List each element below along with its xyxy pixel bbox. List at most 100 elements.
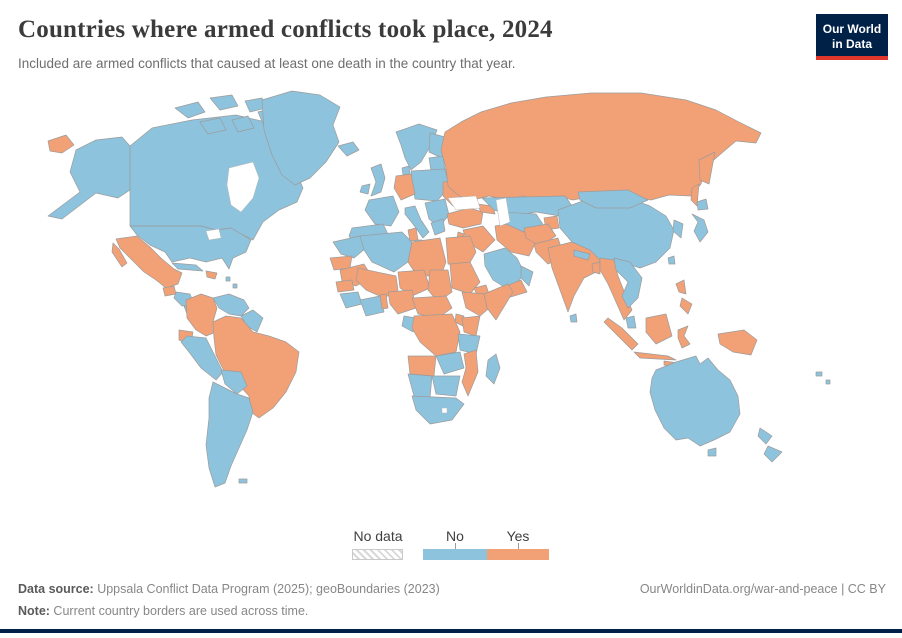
region-colombia[interactable] — [185, 293, 218, 337]
bottom-accent-bar — [0, 629, 902, 633]
region-morocco[interactable] — [332, 235, 367, 259]
region-peru[interactable] — [180, 335, 224, 381]
region-falklands[interactable] — [238, 478, 248, 484]
legend-label-no: No — [446, 528, 464, 544]
region-mongolia[interactable] — [577, 189, 649, 209]
region-hispaniola[interactable] — [205, 270, 218, 280]
region-egypt[interactable] — [445, 235, 477, 267]
region-arctic-island[interactable] — [174, 101, 206, 119]
region-senegal[interactable] — [335, 279, 355, 293]
owid-logo-line1: Our World — [822, 22, 882, 36]
region-nepal[interactable] — [573, 249, 591, 261]
region-sulawesi[interactable] — [677, 325, 691, 349]
owid-logo-line2: in Data — [831, 37, 872, 51]
owid-logo[interactable]: Our World in Data — [816, 14, 888, 60]
region-guatemala[interactable] — [162, 285, 177, 297]
region-java[interactable] — [633, 351, 677, 361]
region-cameroon-car[interactable] — [411, 295, 453, 319]
region-tasmania[interactable] — [707, 447, 717, 457]
region-zambia[interactable] — [435, 351, 465, 375]
legend-swatch-no[interactable] — [423, 549, 487, 560]
region-germany[interactable] — [393, 173, 416, 201]
region-denmark[interactable] — [401, 165, 411, 176]
region-russia[interactable] — [440, 92, 762, 201]
region-malaysia[interactable] — [625, 315, 637, 329]
region-baltics[interactable] — [428, 155, 446, 172]
region-zimbabwe-botswana[interactable] — [431, 375, 461, 397]
region-new-guinea[interactable] — [717, 329, 758, 356]
legend-tick-yes — [518, 543, 519, 550]
owid-url-link[interactable]: OurWorldinData.org/war-and-peace | CC BY — [639, 582, 886, 596]
legend-swatch-no-data[interactable] — [352, 549, 403, 560]
region-kenya[interactable] — [461, 315, 481, 337]
region-antilles[interactable] — [225, 276, 231, 282]
region-sri-lanka[interactable] — [569, 313, 578, 323]
region-guinea[interactable] — [339, 291, 363, 309]
caspian-sea — [495, 197, 511, 227]
region-iceland[interactable] — [337, 141, 360, 157]
region-france[interactable] — [364, 195, 400, 227]
region-namibia[interactable] — [407, 373, 433, 399]
region-madagascar[interactable] — [485, 353, 501, 385]
data-source-text: Uppsala Conflict Data Program (2025); ge… — [93, 582, 440, 596]
region-greece[interactable] — [430, 218, 446, 236]
region-drc[interactable] — [411, 313, 461, 357]
region-alaska[interactable] — [47, 136, 131, 220]
region-cuba[interactable] — [171, 262, 204, 272]
page-subtitle: Included are armed conflicts that caused… — [18, 56, 516, 71]
region-argentina-chile[interactable] — [205, 381, 254, 488]
region-antilles[interactable] — [232, 283, 238, 289]
region-tunisia[interactable] — [407, 227, 419, 242]
owid-logo-accent-bar — [816, 56, 888, 60]
region-japan[interactable] — [696, 198, 709, 211]
region-chukotka[interactable] — [47, 134, 75, 154]
note-label: Note: — [18, 604, 50, 618]
region-angola[interactable] — [407, 355, 437, 377]
region-bangladesh[interactable] — [591, 261, 601, 275]
region-benin[interactable] — [379, 293, 389, 310]
region-indochina[interactable] — [613, 257, 643, 309]
region-borneo[interactable] — [645, 313, 673, 345]
region-somalia[interactable] — [483, 283, 514, 321]
legend-swatch-yes[interactable] — [487, 549, 549, 560]
region-new-zealand[interactable] — [757, 427, 773, 445]
region-arctic-island[interactable] — [199, 117, 227, 135]
lesotho-gap — [441, 407, 448, 414]
region-philippines[interactable] — [675, 279, 687, 295]
region-sumatra[interactable] — [603, 317, 639, 351]
region-greenland[interactable] — [261, 90, 341, 186]
region-nigeria[interactable] — [387, 289, 417, 315]
region-uk[interactable] — [370, 163, 386, 197]
note-text: Current country borders are used across … — [49, 604, 309, 618]
region-turkey[interactable] — [446, 207, 484, 229]
region-ivory-ghana[interactable] — [359, 295, 385, 317]
region-algeria[interactable] — [359, 231, 413, 273]
region-oman[interactable] — [520, 265, 534, 287]
region-korea[interactable] — [672, 219, 684, 239]
hudson-bay — [226, 161, 260, 213]
region-arctic-island[interactable] — [231, 115, 255, 133]
region-bolivia[interactable] — [220, 369, 248, 395]
black-sea — [447, 195, 481, 211]
region-venezuela[interactable] — [212, 293, 250, 317]
region-south-africa[interactable] — [411, 395, 465, 425]
region-taiwan[interactable] — [667, 255, 676, 265]
region-sakhalin[interactable] — [690, 183, 700, 207]
region-mozambique[interactable] — [461, 349, 479, 397]
region-pacific-island[interactable] — [825, 379, 831, 385]
region-new-zealand[interactable] — [763, 445, 783, 463]
region-ireland[interactable] — [359, 183, 371, 195]
data-source-line: Data source: Uppsala Conflict Data Progr… — [18, 582, 440, 596]
region-philippines[interactable] — [679, 297, 693, 315]
region-kamchatka[interactable] — [698, 151, 716, 185]
region-tanzania[interactable] — [457, 333, 481, 355]
region-pacific-island[interactable] — [815, 371, 823, 377]
region-mexico[interactable] — [115, 235, 183, 289]
region-arctic-island[interactable] — [209, 94, 239, 111]
region-australia[interactable] — [649, 355, 741, 447]
region-japan[interactable] — [691, 213, 709, 243]
region-niger[interactable] — [397, 269, 431, 297]
region-norway-sweden[interactable] — [395, 123, 438, 171]
region-italy[interactable] — [404, 205, 430, 239]
region-mexico-baja[interactable] — [111, 242, 128, 268]
